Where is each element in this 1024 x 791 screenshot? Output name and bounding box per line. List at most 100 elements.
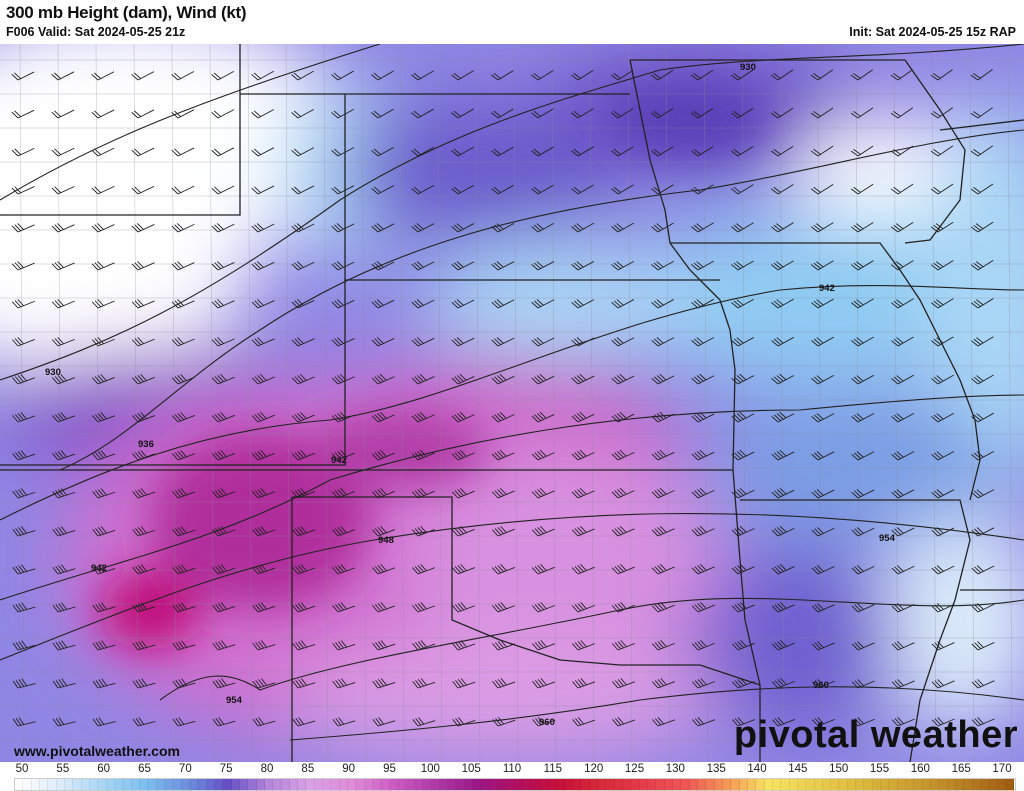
colorbar-swatch [672,779,682,790]
wind-barb [92,602,116,613]
wind-barb [930,69,953,81]
contour-label: 930 [740,62,756,73]
wind-barb [851,641,875,651]
wind-barb [11,337,35,347]
colorbar-swatch [89,779,99,790]
wind-barb [211,337,235,347]
wind-barb [851,413,875,423]
colorbar: 50 55 60 65 70 75 80 85 90 95 100 105 110 115 120 125 13… [0,762,1024,791]
wind-barb [771,373,795,385]
wind-barb [531,564,555,575]
wind-barb [771,336,794,347]
wind-barb [771,411,795,423]
wind-barb [332,678,356,689]
wind-barb [91,147,115,157]
wind-barb [930,183,954,195]
wind-barb [172,678,196,689]
wind-barb [611,260,634,271]
wind-barb [212,488,236,499]
wind-barb [292,526,316,537]
colorbar-swatch [64,779,74,790]
colorbar-swatch [631,779,640,790]
colorbar-swatch [298,779,307,790]
county-line [285,44,291,762]
wind-barb [451,261,475,271]
wind-barb [732,717,755,727]
colorbar-swatch [539,779,548,790]
colorbar-swatch [697,779,707,790]
wind-barb [371,450,395,461]
wind-barb [971,603,995,613]
wind-barb [371,299,395,309]
wind-barb [331,223,355,233]
wind-barb [91,185,115,195]
wind-barb [92,412,116,423]
wind-barb [531,449,555,461]
colorbar-swatch [664,779,673,790]
wind-barb [610,69,634,81]
wind-barb [291,412,315,423]
wind-barb [811,565,835,575]
wind-barb [851,679,875,689]
wind-barb [731,601,755,613]
colorbar-swatch [639,779,648,790]
wind-barb [332,602,356,613]
wind-barb [931,679,955,689]
colorbar-swatch [822,779,832,790]
wind-barb [850,107,874,119]
colorbar-swatch [872,779,882,790]
colorbar-swatch [548,779,557,790]
wind-barb [611,146,634,157]
colorbar-tick: 125 [624,763,645,775]
wind-barb [851,451,875,461]
wind-barb [491,373,515,385]
wind-barb [131,109,155,119]
wind-barb [730,69,754,81]
colorbar-tick: 130 [665,763,685,775]
wind-barb [531,337,555,347]
wind-barbs [11,69,995,727]
header: 300 mb Height (dam), Wind (kt) F006 Vali… [0,0,1024,44]
colorbar-swatch [581,779,590,790]
wind-barb [171,147,195,157]
wind-barb [252,640,276,651]
wind-barb [611,373,635,385]
colorbar-swatch [989,779,998,790]
wind-barb [891,413,915,423]
colorbar-swatch [273,779,282,790]
colorbar-swatch [139,779,149,790]
wind-barb [252,488,276,499]
wind-barb [411,411,435,423]
wind-barb [12,640,36,651]
wind-barb [650,108,674,119]
county-line [931,44,937,762]
county-line [893,44,899,762]
wind-barb [251,450,275,461]
wind-barb [811,413,835,423]
colorbar-swatch [897,779,907,790]
wind-barb [171,261,195,271]
wind-barb [851,260,874,271]
colorbar-swatch [398,779,407,790]
wind-barb [12,412,36,423]
colorbar-tick: 110 [502,763,522,775]
wind-barb [691,373,715,385]
wind-barb [251,185,275,195]
wind-barb [92,526,116,537]
wind-barb [731,411,755,423]
wind-barb [412,602,436,613]
wind-barb [491,261,515,271]
county-line [437,44,443,762]
colorbar-swatch [381,779,390,790]
wind-barb [132,717,156,727]
wind-barb [451,184,475,195]
wind-barb [171,109,195,119]
wind-barb [771,487,795,499]
wind-barb [971,374,994,385]
wind-barb [372,678,396,689]
colorbar-swatch [756,779,765,790]
wind-barb [531,373,555,385]
county-line [209,44,215,762]
wind-barb [211,412,235,423]
wind-barb [531,487,555,499]
